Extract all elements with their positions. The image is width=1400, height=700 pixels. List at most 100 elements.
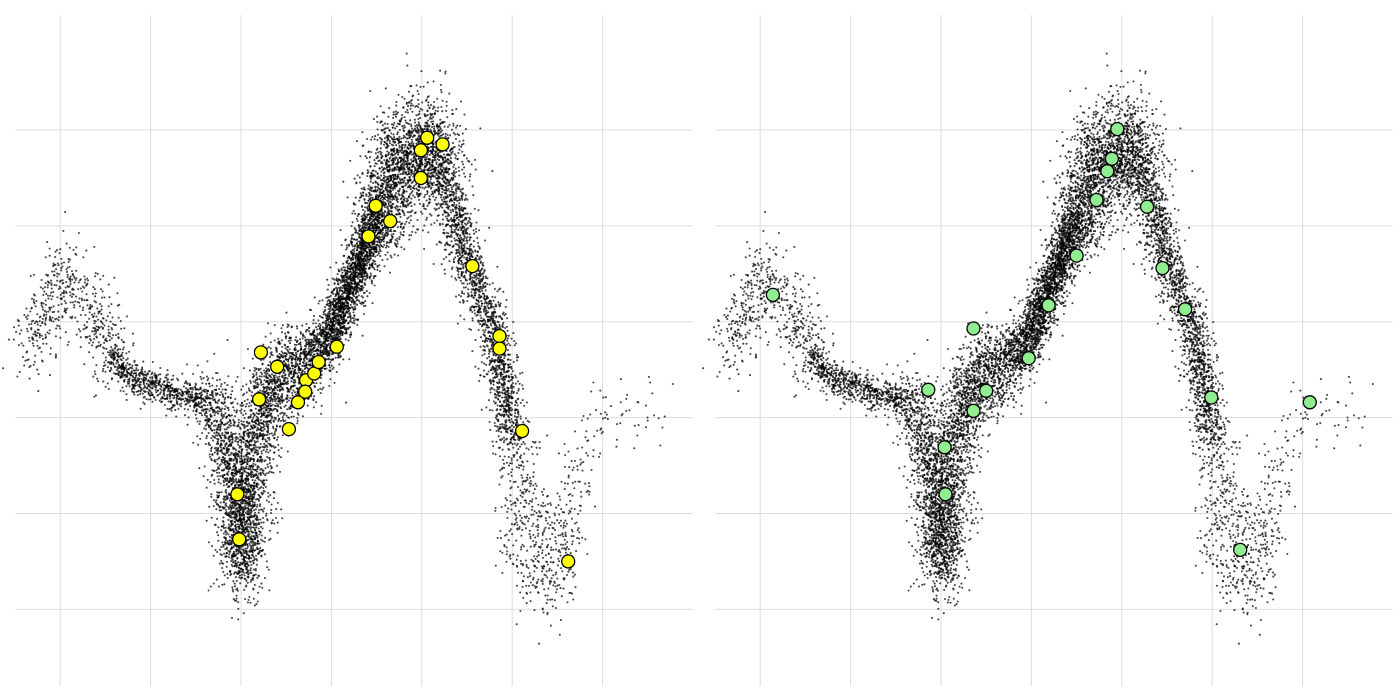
background-point bbox=[168, 393, 171, 396]
background-point bbox=[273, 379, 276, 382]
background-point bbox=[199, 375, 202, 378]
background-point bbox=[230, 533, 233, 536]
background-point bbox=[109, 320, 112, 323]
background-point bbox=[247, 488, 250, 491]
background-point bbox=[312, 399, 315, 402]
background-point bbox=[36, 313, 39, 316]
background-point bbox=[252, 465, 255, 468]
background-point bbox=[293, 366, 297, 369]
background-point bbox=[270, 467, 273, 470]
background-point bbox=[266, 566, 269, 569]
background-point bbox=[99, 344, 102, 348]
background-point bbox=[213, 523, 216, 526]
background-point bbox=[251, 479, 254, 482]
background-point bbox=[253, 387, 256, 390]
background-point bbox=[331, 353, 334, 356]
background-point bbox=[278, 417, 281, 420]
background-point bbox=[263, 386, 266, 389]
background-point bbox=[107, 283, 110, 286]
background-point bbox=[287, 345, 290, 348]
background-point bbox=[307, 360, 310, 363]
background-point bbox=[235, 553, 238, 556]
background-point bbox=[63, 299, 66, 302]
background-point bbox=[51, 316, 54, 319]
background-point bbox=[297, 374, 300, 377]
background-point bbox=[120, 327, 123, 330]
background-point bbox=[218, 410, 221, 413]
background-point bbox=[241, 466, 245, 469]
background-point bbox=[235, 457, 238, 460]
background-point bbox=[54, 250, 57, 253]
background-point bbox=[103, 296, 106, 299]
background-point bbox=[253, 501, 256, 504]
background-point bbox=[118, 365, 121, 368]
background-point bbox=[83, 298, 86, 302]
background-point bbox=[254, 479, 257, 482]
background-point bbox=[223, 477, 226, 480]
background-point bbox=[201, 371, 204, 374]
background-point bbox=[192, 372, 195, 376]
background-point bbox=[227, 421, 230, 424]
background-point bbox=[32, 319, 35, 322]
background-point bbox=[126, 382, 129, 385]
background-point bbox=[254, 468, 257, 471]
background-point bbox=[216, 393, 219, 396]
background-point bbox=[242, 420, 245, 423]
background-point bbox=[34, 305, 37, 308]
background-point bbox=[227, 525, 231, 529]
background-point bbox=[257, 452, 260, 455]
background-point bbox=[60, 262, 63, 265]
background-point bbox=[283, 376, 286, 380]
background-point bbox=[267, 404, 270, 408]
background-point bbox=[29, 310, 32, 313]
background-point bbox=[277, 449, 280, 452]
background-point bbox=[226, 576, 229, 580]
background-point bbox=[220, 491, 223, 494]
background-point bbox=[253, 604, 256, 607]
background-point bbox=[276, 385, 279, 389]
background-point bbox=[89, 303, 92, 306]
background-point bbox=[264, 467, 267, 470]
background-point bbox=[102, 274, 105, 277]
background-point bbox=[230, 560, 233, 563]
background-point bbox=[189, 387, 192, 390]
background-point bbox=[251, 487, 254, 490]
background-point bbox=[238, 523, 241, 527]
background-point bbox=[149, 398, 152, 401]
background-point bbox=[208, 453, 211, 456]
background-point bbox=[48, 329, 51, 332]
background-point bbox=[238, 574, 242, 577]
background-point bbox=[106, 382, 109, 385]
background-point bbox=[251, 553, 254, 556]
background-point bbox=[221, 432, 224, 435]
background-point bbox=[288, 371, 291, 374]
background-point bbox=[256, 465, 259, 468]
background-point bbox=[244, 412, 247, 415]
background-point bbox=[206, 390, 209, 393]
background-point bbox=[276, 521, 279, 524]
background-point bbox=[104, 370, 107, 373]
background-point bbox=[108, 335, 112, 338]
background-point bbox=[226, 466, 229, 469]
background-point bbox=[296, 419, 299, 422]
background-point bbox=[265, 479, 268, 482]
background-point bbox=[88, 311, 91, 314]
background-point bbox=[290, 357, 293, 360]
background-point bbox=[243, 470, 246, 473]
background-point bbox=[288, 348, 291, 351]
background-point bbox=[267, 466, 270, 469]
background-point bbox=[260, 538, 263, 541]
background-point bbox=[108, 339, 111, 342]
background-point bbox=[139, 389, 142, 392]
background-point bbox=[257, 412, 260, 415]
background-point bbox=[194, 383, 197, 386]
background-point bbox=[267, 364, 270, 367]
background-point bbox=[272, 490, 275, 494]
background-point bbox=[272, 419, 275, 422]
background-point bbox=[263, 406, 267, 409]
background-point bbox=[169, 407, 172, 410]
background-point bbox=[184, 390, 188, 394]
background-point bbox=[212, 504, 215, 508]
background-point bbox=[283, 369, 286, 373]
background-point bbox=[209, 401, 212, 404]
